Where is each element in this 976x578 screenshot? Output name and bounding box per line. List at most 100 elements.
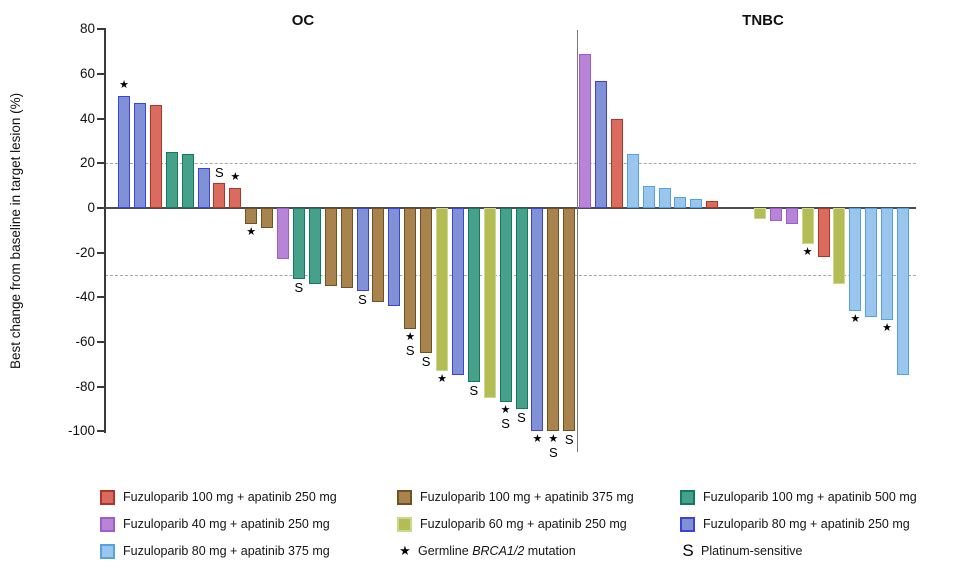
y-tick-label: -80 [75,378,95,394]
bar [753,208,766,220]
bar [261,208,274,229]
bar [849,208,862,311]
legend-label: Fuzuloparib 100 mg + apatinib 250 mg [123,490,337,504]
legend-swatch [680,516,695,532]
bar [467,208,480,383]
bar [277,208,289,260]
germline-brca-marker: ★ [850,312,861,325]
legend-swatch [100,489,115,505]
star-marker-icon: ★ [399,543,411,558]
y-axis-tick [97,296,104,299]
platinum-sensitive-marker: S [405,342,415,358]
bar [229,187,242,208]
bar [642,185,655,208]
y-tick-label: 60 [79,66,95,81]
legend-item-fz100_ap375: Fuzuloparib 100 mg + apatinib 375 mg [397,489,634,505]
y-axis-tick [97,430,104,433]
y-tick-label: 80 [79,21,95,37]
legend-label: Fuzuloparib 40 mg + apatinib 250 mg [123,517,330,531]
bar [785,208,798,224]
legend-item-fz100_ap500: Fuzuloparib 100 mg + apatinib 500 mg [680,489,917,505]
legend-swatch [100,516,115,532]
y-tick-label: 20 [79,155,95,171]
bar [531,208,544,432]
platinum-sensitive-marker: S [564,432,574,448]
platinum-sensitive-marker: S [421,354,431,370]
y-axis-tick [97,207,104,209]
y-axis-tick [97,340,104,343]
platinum-sensitive-marker: S [358,291,367,307]
germline-brca-marker: ★ [246,225,257,238]
germline-brca-marker: ★ [230,170,241,183]
bar [563,208,576,432]
bar [436,208,448,372]
bar [515,208,528,409]
group-title-tnbc: TNBC [742,12,784,29]
bar [483,208,496,398]
germline-brca-marker: ★ [882,321,893,334]
legend-item-platinum-sensitive: S Platinum-sensitive [680,542,803,559]
y-tick-label: -20 [75,244,95,260]
legend-label: Fuzuloparib 100 mg + apatinib 375 mg [420,490,634,504]
bar [499,208,512,403]
legend-item-fz60_ap250: Fuzuloparib 60 mg + apatinib 250 mg [397,516,627,532]
legend-item-brca-mutation: ★ Germline BRCA1/2 mutation [397,543,576,559]
bar [833,208,846,284]
bar [181,154,194,208]
bar [881,208,894,320]
y-axis-tick [97,385,104,388]
bar [372,208,385,302]
legend-label: Fuzuloparib 80 mg + apatinib 375 mg [123,544,330,558]
y-tick-label: -100 [67,423,95,439]
bar [610,118,623,208]
germline-brca-marker: ★ [405,330,416,343]
bar [308,208,321,284]
bar [149,105,162,208]
bar [388,208,401,307]
bar [579,53,591,208]
group-separator-line [577,30,578,452]
bar [658,187,671,208]
germline-brca-marker: ★ [802,245,813,258]
reference-line [105,163,916,165]
y-tick-label: 40 [79,110,95,126]
bar [690,199,703,208]
legend-item-fz40_ap250: Fuzuloparib 40 mg + apatinib 250 mg [100,516,330,532]
platinum-sensitive-marker: S [501,416,510,432]
bar [817,208,830,258]
bar [340,208,353,289]
bar [197,167,210,208]
legend-label: Fuzuloparib 100 mg + apatinib 500 mg [703,490,917,504]
bar [801,208,814,244]
bar [594,80,607,208]
legend-label: Platinum-sensitive [701,544,803,558]
bar [118,96,130,208]
germline-brca-marker: ★ [532,433,543,446]
germline-brca-marker: ★ [500,404,511,417]
platinum-sensitive-marker: S [469,383,479,399]
bar [245,208,258,224]
y-axis-tick [97,162,104,165]
bar [133,103,146,208]
legend-label: Germline BRCA1/2 mutation [418,544,576,558]
bar [292,208,305,280]
bar [356,208,369,291]
bar [706,201,719,208]
legend-item-fz100_ap250: Fuzuloparib 100 mg + apatinib 250 mg [100,489,337,505]
bar [865,208,878,318]
y-axis-tick [97,28,104,31]
legend-label: Fuzuloparib 80 mg + apatinib 250 mg [703,517,910,531]
y-tick-label: -40 [75,289,95,305]
legend-swatch [397,489,412,505]
legend-label: Fuzuloparib 60 mg + apatinib 250 mg [420,517,627,531]
bar [674,196,687,208]
platinum-sensitive-marker: S [517,409,526,425]
platinum-sensitive-marker: S [215,165,224,181]
germline-brca-marker: ★ [548,433,559,446]
bar [324,208,337,287]
y-axis-line [104,28,106,433]
bar [213,183,226,208]
